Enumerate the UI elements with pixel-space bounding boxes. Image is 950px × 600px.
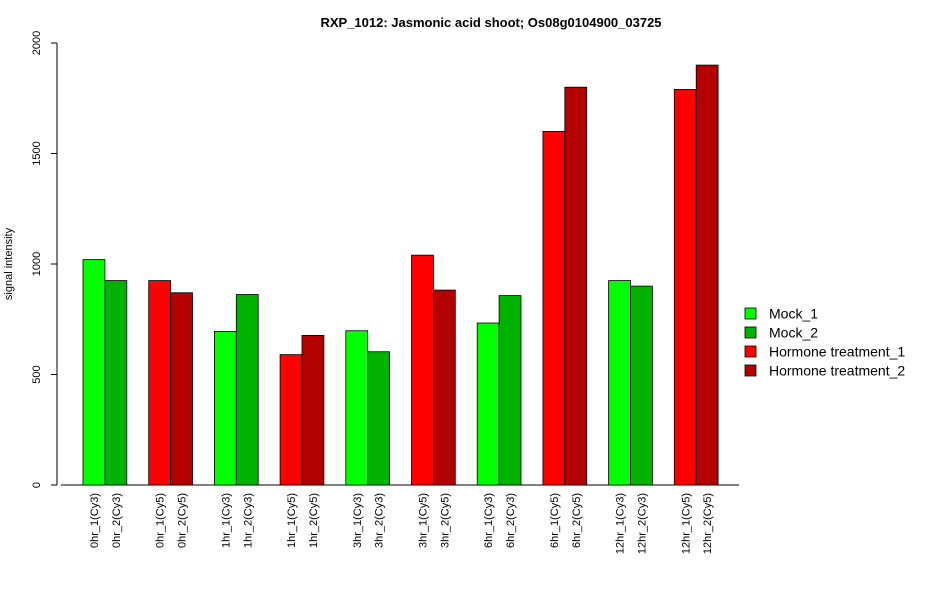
legend-swatch bbox=[744, 307, 757, 320]
x-tick-label: 1hr_2(Cy3) bbox=[242, 493, 254, 548]
x-tick-labels: 0hr_1(Cy3) 0hr_2(Cy3) 0hr_1(Cy5) 0hr_2(Cy5)… bbox=[89, 493, 714, 554]
x-tick-label: 12hr_1(Cy5) bbox=[680, 493, 692, 554]
x-tick-label: 3hr_1(Cy3) bbox=[352, 493, 364, 548]
x-tick-label: 1hr_1(Cy5) bbox=[286, 493, 298, 548]
bar bbox=[542, 130, 566, 486]
legend-label: Hormone treatment_2 bbox=[769, 363, 905, 379]
x-tick-label: 3hr_1(Cy5) bbox=[417, 493, 429, 548]
legend-swatch bbox=[744, 345, 757, 358]
chart-title: RXP_1012: Jasmonic acid shoot; Os08g0104… bbox=[320, 15, 661, 30]
y-tick-label: 1500 bbox=[31, 141, 43, 165]
x-tick-label: 3hr_2(Cy3) bbox=[374, 493, 386, 548]
bar bbox=[148, 280, 171, 486]
y-tick-label: 1000 bbox=[31, 252, 43, 276]
x-tick-label: 1hr_1(Cy3) bbox=[220, 493, 232, 548]
y-tick-label: 0 bbox=[31, 482, 43, 488]
legend-label: Mock_2 bbox=[769, 325, 818, 341]
bar bbox=[476, 322, 500, 486]
x-tick-label: 0hr_2(Cy5) bbox=[177, 493, 189, 548]
x-tick-label: 6hr_1(Cy5) bbox=[549, 493, 561, 548]
bar bbox=[695, 64, 719, 486]
bar bbox=[367, 351, 391, 486]
x-tick-label: 0hr_1(Cy5) bbox=[155, 493, 167, 548]
y-axis-label: signal intensity bbox=[3, 227, 15, 300]
legend: Mock_1 Mock_2 Hormone treatment_1 Hormone t… bbox=[744, 306, 905, 379]
bar bbox=[82, 259, 106, 486]
bar bbox=[235, 294, 259, 486]
x-tick-label: 12hr_1(Cy3) bbox=[615, 493, 627, 554]
x-tick-label: 0hr_1(Cy3) bbox=[89, 493, 101, 548]
bar bbox=[301, 334, 325, 486]
bar bbox=[279, 354, 303, 486]
legend-label: Mock_1 bbox=[769, 306, 818, 322]
x-tick-label: 6hr_1(Cy3) bbox=[483, 493, 495, 548]
legend-label: Hormone treatment_1 bbox=[769, 344, 905, 360]
legend-swatch bbox=[744, 364, 757, 377]
bar bbox=[673, 89, 697, 486]
bar bbox=[411, 254, 434, 486]
x-tick-label: 12hr_2(Cy3) bbox=[636, 493, 648, 554]
legend-swatch bbox=[744, 326, 757, 339]
x-tick-label: 1hr_2(Cy5) bbox=[308, 493, 320, 548]
x-tick-label: 0hr_2(Cy3) bbox=[111, 493, 123, 548]
x-tick-label: 12hr_2(Cy5) bbox=[702, 493, 714, 554]
bar bbox=[170, 292, 193, 486]
bar bbox=[608, 280, 631, 486]
bar bbox=[564, 86, 588, 486]
y-tick-label: 2000 bbox=[31, 31, 43, 55]
x-tick-label: 6hr_2(Cy5) bbox=[571, 493, 583, 548]
bar bbox=[498, 295, 522, 486]
x-tick-label: 6hr_2(Cy3) bbox=[505, 493, 517, 548]
bar bbox=[630, 285, 653, 486]
bar bbox=[432, 289, 456, 486]
y-tick-label: 500 bbox=[31, 365, 43, 383]
bar bbox=[345, 330, 369, 486]
x-tick-label: 3hr_2(Cy5) bbox=[439, 493, 451, 548]
bar-group bbox=[82, 64, 719, 486]
bar bbox=[104, 280, 128, 486]
bar bbox=[213, 331, 237, 486]
